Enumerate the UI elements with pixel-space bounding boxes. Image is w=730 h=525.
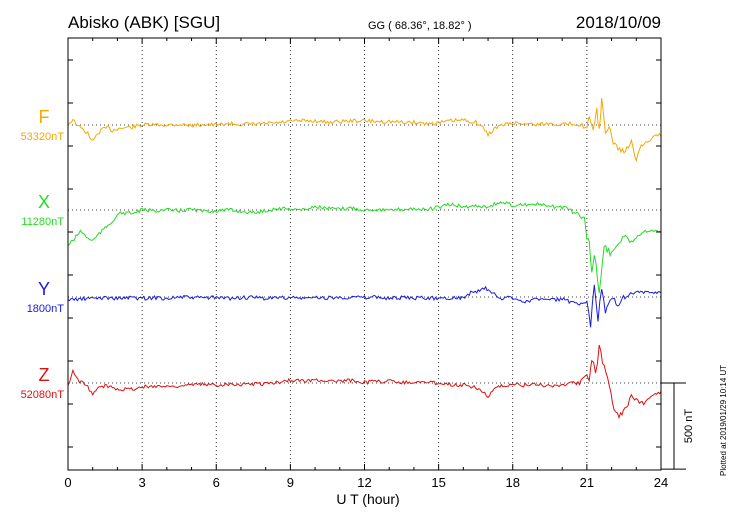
x-tick-label: 21 xyxy=(580,475,594,490)
series-baseline-label: 1800nT xyxy=(27,303,65,315)
x-axis: 0 3 6 9 12 15 18 21 24 xyxy=(64,38,668,490)
scale-bar: 500 nT xyxy=(661,382,695,470)
x-tick-label: 0 xyxy=(64,475,71,490)
series-line-z xyxy=(67,344,662,420)
x-tick-label: 18 xyxy=(506,475,520,490)
plotted-timestamp: Plotted at 2019/01/29 10:14 UT xyxy=(719,365,728,476)
x-tick-label: 12 xyxy=(357,475,371,490)
grid-layer xyxy=(68,38,661,470)
series-baseline-label: 53320nT xyxy=(21,131,65,143)
x-tick-label: 15 xyxy=(431,475,445,490)
series-baseline-label: 11280nT xyxy=(21,216,64,228)
scale-bar-label: 500 nT xyxy=(683,409,695,444)
chart-title: Abisko (ABK) [SGU] xyxy=(68,13,220,32)
x-tick-label: 24 xyxy=(654,475,668,490)
x-axis-label: U T (hour) xyxy=(336,491,399,507)
series-name-label: Z xyxy=(39,365,50,385)
series-line-x xyxy=(67,201,662,294)
series-layer xyxy=(67,97,662,420)
series-name-label: X xyxy=(38,192,50,212)
station-coords: GG ( 68.36°, 18.82° ) xyxy=(368,20,472,32)
chart-header: Abisko (ABK) [SGU] GG ( 68.36°, 18.82° )… xyxy=(68,13,661,32)
x-tick-label: 9 xyxy=(287,475,294,490)
series-line-y xyxy=(67,284,662,328)
series-line-f xyxy=(67,97,662,163)
series-name-label: F xyxy=(39,107,50,127)
labels-layer: F 53320nT X 11280nT Y 1800nT Z 52080nT xyxy=(21,107,65,401)
chart-date: 2018/10/09 xyxy=(576,13,661,32)
x-tick-label: 6 xyxy=(213,475,220,490)
series-name-label: Y xyxy=(38,279,50,299)
x-tick-label: 3 xyxy=(139,475,146,490)
series-baseline-label: 52080nT xyxy=(21,389,65,401)
